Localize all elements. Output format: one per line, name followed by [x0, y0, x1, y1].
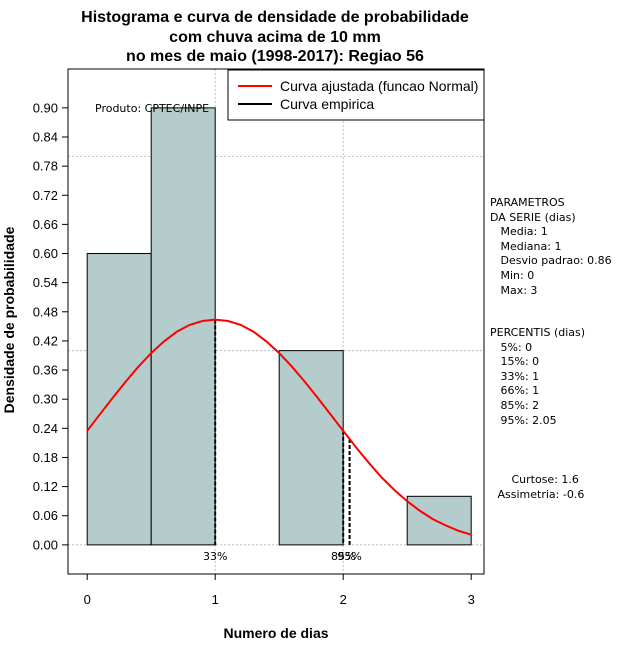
legend-box	[227, 69, 485, 121]
histogram-bars	[86, 107, 472, 546]
x-axis: 0 1 2 3	[84, 573, 475, 607]
percentile-lines: 33% 85%95%	[203, 319, 362, 563]
y-axis-label: Densidade de probabilidade	[1, 226, 17, 413]
histogram-bar	[406, 495, 472, 546]
y-tick-label: 0.12	[33, 479, 58, 494]
y-tick-label: 0.72	[33, 188, 58, 203]
x-tick-label: 1	[212, 592, 219, 607]
chart-title-line-3: no mes de maio (1998-2017): Regiao 56	[126, 48, 424, 65]
product-annotation: Produto: CPTEC/INPE	[95, 102, 209, 115]
percentiles-panel: PERCENTIS (dias) 5%: 0 15%: 0 33%: 1 66%…	[490, 326, 586, 427]
x-axis-label: Numero de dias	[223, 625, 328, 641]
legend-label-fitted: Curva ajustada (funcao Normal)	[280, 78, 478, 94]
chart-title-line-2: com chuva acima de 10 mm	[169, 29, 381, 46]
y-tick-label: 0.36	[33, 363, 58, 378]
y-tick-label: 0.60	[33, 246, 58, 261]
percentile-label: 33%	[203, 550, 227, 563]
y-axis: 0.00 0.06 0.12 0.18 0.24 0.30 0.36 0.42 0.48 0.54…	[33, 100, 69, 552]
y-tick-label: 0.18	[33, 450, 58, 465]
percentile-label: 85%	[331, 550, 355, 563]
histogram-bar	[150, 107, 216, 546]
y-tick-label: 0.66	[33, 217, 58, 232]
y-tick-label: 0.06	[33, 508, 58, 523]
y-tick-label: 0.24	[33, 421, 58, 436]
y-tick-label: 0.84	[33, 129, 58, 144]
y-tick-label: 0.54	[33, 275, 58, 290]
fitted-normal-curve	[86, 318, 472, 536]
y-tick-label: 0.90	[33, 100, 58, 115]
x-tick-label: 0	[84, 592, 91, 607]
x-tick-label: 2	[340, 592, 347, 607]
percentile-label: 95%	[337, 550, 361, 563]
legend: Curva ajustada (funcao Normal) Curva emp…	[227, 69, 485, 121]
y-tick-label: 0.48	[33, 304, 58, 319]
fitted-curve	[86, 318, 472, 536]
x-tick-label: 3	[468, 592, 475, 607]
y-tick-label: 0.00	[33, 537, 58, 552]
y-tick-label: 0.78	[33, 159, 58, 174]
series-parameters: PARAMETROS DA SERIE (dias) Media: 1 Medi…	[490, 196, 612, 297]
shape-statistics: Curtose: 1.6 Assimetria: -0.6	[497, 473, 585, 501]
histogram-bar	[278, 350, 344, 546]
histogram-bar	[86, 253, 152, 546]
y-tick-label: 0.42	[33, 333, 58, 348]
chart-title-line-1: Histograma e curva de densidade de proba…	[81, 9, 469, 26]
y-tick-label: 0.30	[33, 392, 58, 407]
legend-label-empirical: Curva empirica	[280, 96, 374, 112]
